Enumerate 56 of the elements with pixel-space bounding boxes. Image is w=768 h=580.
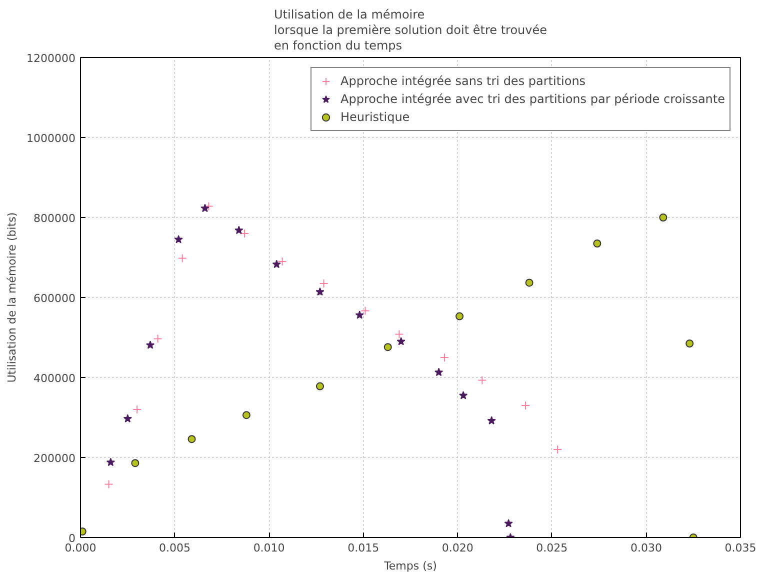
point [521, 401, 530, 410]
point [146, 340, 155, 349]
point [384, 343, 392, 352]
point [106, 458, 115, 466]
point [686, 340, 694, 348]
y-tick-label: 600000 [34, 292, 76, 305]
point [487, 416, 496, 424]
point [394, 330, 404, 339]
y-tick-label: 1200000 [26, 52, 76, 65]
point [242, 411, 250, 420]
point [174, 235, 183, 244]
x-tick-label: 0.020 [442, 542, 474, 554]
point [272, 260, 281, 268]
point [240, 229, 250, 238]
y-tick-label: 800000 [34, 212, 76, 225]
chart-title: Utilisation de la mémoire lorsque la première solution doit être trouvée en fonction du temps [274, 8, 548, 52]
x-tick-label: 0.030 [630, 542, 662, 554]
point [278, 257, 287, 266]
y-tick-label: 1000000 [26, 132, 76, 145]
point [131, 459, 140, 468]
point [360, 306, 370, 316]
y-tick-label: 200000 [34, 452, 76, 465]
point [396, 337, 406, 346]
point [132, 405, 142, 414]
point [316, 382, 324, 390]
point [434, 368, 444, 376]
point [316, 287, 324, 296]
point [504, 519, 513, 528]
point [319, 279, 328, 288]
point [123, 414, 132, 422]
point [593, 240, 602, 248]
legend-label: Heuristique [340, 109, 410, 126]
point [553, 445, 562, 454]
point [188, 435, 196, 444]
point [458, 391, 468, 400]
y-axis-title: Utilisation de la mémoire (bits) [6, 212, 19, 383]
point [153, 334, 162, 344]
x-axis-title: Temps (s) [383, 560, 437, 572]
x-tick-label: 0.010 [253, 542, 285, 554]
x-tick-label: 0.005 [159, 542, 191, 554]
legend-label: Approche intégrée sans tri des partitions [340, 73, 586, 90]
point [659, 214, 668, 222]
point [355, 310, 364, 319]
point [525, 278, 534, 287]
point [478, 376, 487, 385]
point [178, 254, 187, 263]
y-tick-label: 400000 [34, 372, 76, 385]
point [234, 226, 244, 234]
legend-label: Approche intégrée avec tri des partitions par période croissante [340, 91, 725, 108]
x-tick-label: 0.015 [348, 542, 380, 554]
point [456, 312, 464, 320]
point [200, 204, 210, 212]
x-tick-label: 0.025 [536, 542, 568, 554]
x-tick-label: 0.035 [724, 542, 756, 554]
point [440, 353, 449, 362]
point [104, 480, 114, 489]
